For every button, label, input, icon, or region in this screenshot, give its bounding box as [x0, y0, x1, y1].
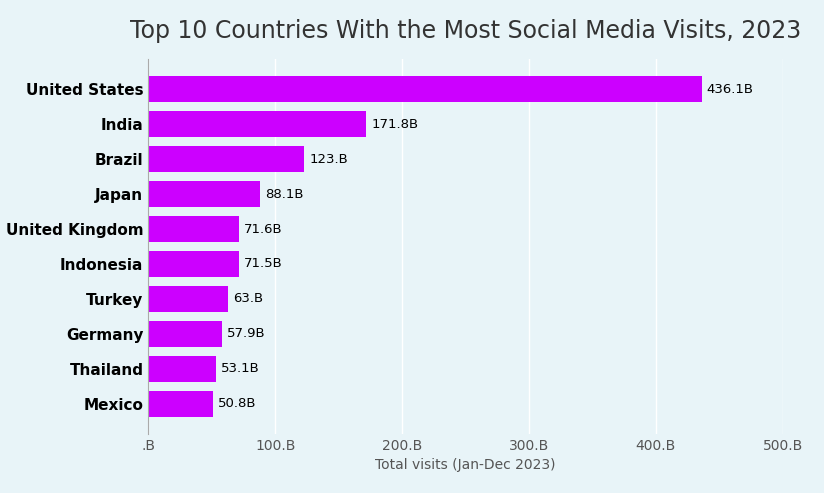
Text: 50.8B: 50.8B [218, 397, 256, 410]
X-axis label: Total visits (Jan-Dec 2023): Total visits (Jan-Dec 2023) [375, 458, 556, 472]
Text: 123.B: 123.B [310, 153, 349, 166]
Text: 63.B: 63.B [233, 292, 264, 305]
Text: 71.6B: 71.6B [244, 222, 283, 236]
Bar [148, 286, 228, 312]
Bar [148, 111, 367, 138]
Text: 436.1B: 436.1B [707, 83, 754, 96]
Text: 88.1B: 88.1B [265, 188, 304, 201]
Bar [148, 76, 702, 103]
Bar [148, 216, 239, 242]
Bar [148, 390, 213, 417]
Text: 57.9B: 57.9B [227, 327, 265, 340]
Bar [148, 251, 239, 277]
Title: Top 10 Countries With the Most Social Media Visits, 2023: Top 10 Countries With the Most Social Me… [130, 19, 801, 43]
Text: 71.5B: 71.5B [244, 257, 283, 271]
Text: 53.1B: 53.1B [221, 362, 260, 375]
Bar [148, 355, 216, 382]
Bar [148, 181, 260, 207]
Bar [148, 321, 222, 347]
Text: 171.8B: 171.8B [372, 118, 419, 131]
Bar [148, 146, 304, 172]
